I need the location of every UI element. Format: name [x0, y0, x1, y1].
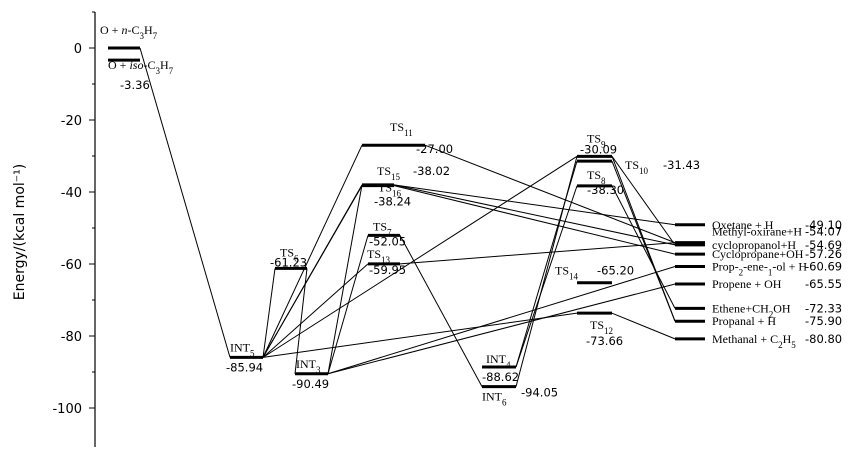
- species-energy-value: -38.02: [413, 164, 450, 178]
- species-energy-value: -80.80: [805, 332, 842, 346]
- species-name: Propanal + H: [712, 314, 776, 328]
- connection-line: [393, 184, 676, 226]
- connection-lines: [139, 47, 676, 387]
- y-axis-label: Energy/(kcal mol⁻¹): [12, 164, 28, 300]
- species-energy-value: -38.30: [587, 183, 624, 197]
- connection-line: [262, 268, 276, 358]
- connection-line: [262, 263, 369, 358]
- connection-line: [262, 185, 363, 358]
- species-energy-value: -31.43: [663, 158, 700, 172]
- species-energy-value: -72.33: [805, 301, 842, 315]
- species-energy-value: -54.07: [805, 225, 842, 239]
- species-energy-value: -94.05: [521, 386, 558, 400]
- species-energy-value: -61.23: [270, 255, 307, 269]
- species-energy-value: -3.36: [120, 78, 150, 92]
- species-energy-value: -85.94: [226, 360, 263, 374]
- y-axis-ticks: 0 -20 -40 -60 -80 -100: [52, 11, 95, 417]
- connection-line: [393, 185, 676, 255]
- y-tick-label: -40: [61, 186, 82, 201]
- connection-line: [399, 242, 676, 265]
- connection-line: [262, 144, 363, 358]
- species-energy-value: -73.66: [586, 334, 623, 348]
- connection-line: [327, 235, 369, 374]
- connection-line: [399, 235, 483, 387]
- species-name: Oxetane + H: [712, 218, 774, 232]
- species-energy-value: -30.09: [580, 142, 617, 156]
- species-energy-value: -65.20: [597, 264, 634, 278]
- connection-line: [515, 161, 578, 368]
- y-tick-label: -80: [61, 330, 82, 345]
- species-energy-value: -27.00: [416, 142, 453, 156]
- connection-line: [611, 312, 676, 340]
- species-name: O + iso-C3H7: [108, 58, 174, 76]
- connection-line: [294, 268, 308, 374]
- connection-line: [393, 184, 676, 246]
- connection-line: [327, 266, 676, 375]
- connection-line: [262, 155, 578, 358]
- energy-levels: [108, 46, 705, 389]
- species-name: INT5: [230, 340, 255, 358]
- species-name: O + n-C3H7: [100, 23, 158, 41]
- species-energy-value: -49.10: [805, 218, 842, 232]
- species-name: Prop-2-ene-1-ol + H: [712, 259, 807, 277]
- species-name: Methanal + C2H5: [712, 332, 796, 350]
- connection-line: [611, 185, 676, 309]
- species-energy-value: -88.62: [482, 370, 519, 384]
- connection-line: [327, 283, 676, 375]
- species-name: Propene + OH: [712, 277, 782, 291]
- species-name: INT3: [296, 357, 321, 375]
- species-energy-value: -52.05: [369, 234, 406, 248]
- connection-line: [611, 156, 676, 246]
- y-tick-label: 0: [74, 42, 82, 57]
- species-energy-value: -57.26: [805, 247, 842, 261]
- species-energy-value: -38.24: [374, 195, 411, 209]
- species-energy-value: -54.69: [805, 238, 842, 252]
- species-name: cyclopropanol+H: [712, 238, 796, 252]
- species-name: TS11: [390, 120, 413, 138]
- species-name: Methyl-oxirane+H: [712, 225, 802, 239]
- species-energy-value: -59.95: [369, 263, 406, 277]
- connection-line: [327, 184, 363, 374]
- connection-line: [611, 160, 676, 322]
- species-name: Cyclopropane+OH: [712, 247, 804, 261]
- species-energy-value: -75.90: [805, 314, 842, 328]
- species-energy-value: -90.49: [292, 377, 329, 391]
- species-name: TS15: [377, 164, 401, 182]
- y-tick-label: -100: [52, 402, 82, 417]
- y-tick-label: -20: [61, 114, 82, 129]
- species-name: TS14: [555, 264, 579, 282]
- species-name: INT6: [482, 390, 507, 408]
- species-energy-value: -65.55: [805, 277, 842, 291]
- y-tick-label: -60: [61, 258, 82, 273]
- species-name: TS10: [625, 158, 649, 176]
- connection-line: [262, 312, 578, 358]
- connection-line: [515, 185, 578, 368]
- connection-line: [139, 47, 231, 358]
- species-name: INT4: [486, 352, 511, 370]
- species-energy-value: -60.69: [805, 259, 842, 273]
